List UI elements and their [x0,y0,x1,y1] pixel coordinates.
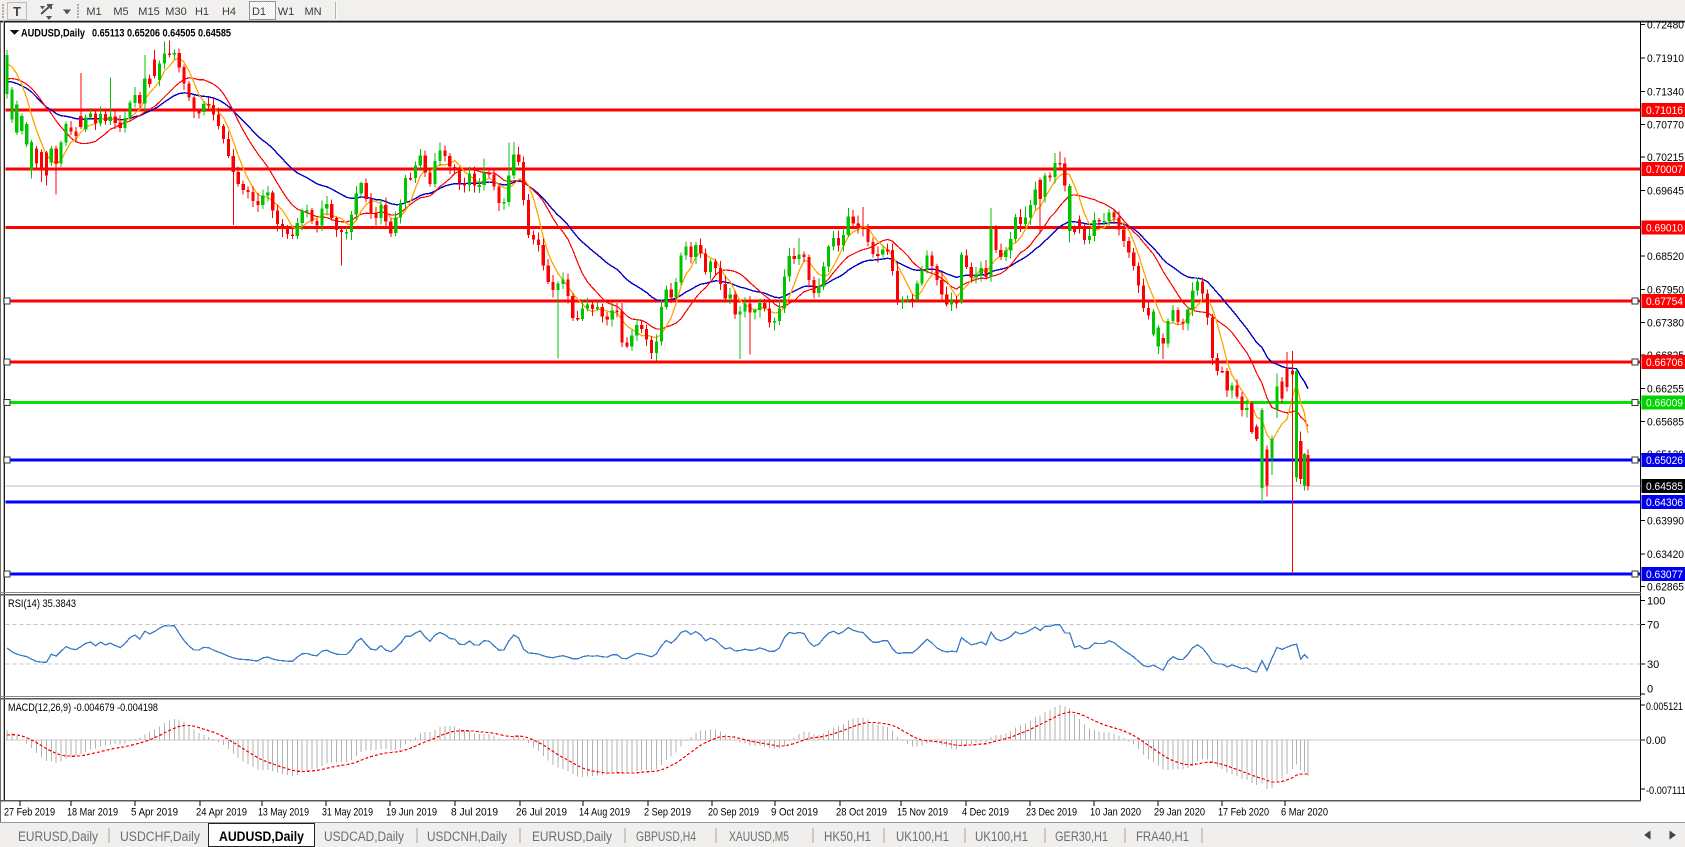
svg-text:2 Sep 2019: 2 Sep 2019 [644,807,691,819]
svg-text:EURUSD,Daily: EURUSD,Daily [532,829,612,844]
svg-text:D1: D1 [252,6,266,18]
svg-text:0.63077: 0.63077 [1646,569,1683,581]
svg-text:70: 70 [1647,619,1659,631]
svg-text:0.71910: 0.71910 [1647,53,1684,65]
svg-text:31 May 2019: 31 May 2019 [322,807,373,819]
svg-text:13 May 2019: 13 May 2019 [258,807,309,819]
svg-text:0.63420: 0.63420 [1647,549,1684,561]
svg-text:AUDUSD,Daily: AUDUSD,Daily [219,829,304,844]
svg-text:28 Oct 2019: 28 Oct 2019 [836,807,887,819]
svg-text:23 Dec 2019: 23 Dec 2019 [1026,807,1077,819]
svg-text:0.63990: 0.63990 [1647,516,1684,528]
svg-text:0.69645: 0.69645 [1647,185,1684,197]
svg-text:6 Mar 2020: 6 Mar 2020 [1281,807,1328,819]
svg-text:9 Oct 2019: 9 Oct 2019 [771,807,818,819]
svg-text:-0.007111: -0.007111 [1646,785,1685,797]
svg-text:XAUUSD,M5: XAUUSD,M5 [729,829,789,844]
svg-text:H1: H1 [195,6,209,18]
svg-text:EURUSD,Daily: EURUSD,Daily [18,829,98,844]
svg-text:17 Feb 2020: 17 Feb 2020 [1218,807,1269,819]
svg-text:HK50,H1: HK50,H1 [824,829,871,844]
svg-text:0.70007: 0.70007 [1646,164,1683,176]
svg-text:M30: M30 [165,6,186,18]
svg-text:29 Jan 2020: 29 Jan 2020 [1154,807,1205,819]
svg-text:M5: M5 [113,6,128,18]
svg-text:15 Nov 2019: 15 Nov 2019 [897,807,948,819]
svg-text:H4: H4 [222,6,236,18]
svg-text:MACD(12,26,9) -0.004679 -0.004: MACD(12,26,9) -0.004679 -0.004198 [8,702,158,714]
svg-text:0.66255: 0.66255 [1647,383,1684,395]
svg-text:0.66706: 0.66706 [1646,357,1683,369]
svg-text:0: 0 [1647,683,1653,695]
svg-text:0.65113 0.65206 0.64505 0.6458: 0.65113 0.65206 0.64505 0.64585 [92,28,231,40]
svg-text:FRA40,H1: FRA40,H1 [1136,829,1189,844]
svg-text:UK100,H1: UK100,H1 [975,829,1028,844]
svg-text:0.65685: 0.65685 [1647,417,1684,429]
svg-text:0.72480: 0.72480 [1647,20,1684,32]
svg-text:0.00: 0.00 [1646,735,1666,747]
svg-text:100: 100 [1647,596,1665,608]
svg-text:0.70770: 0.70770 [1647,120,1684,132]
svg-text:USDCNH,Daily: USDCNH,Daily [427,829,507,844]
svg-text:RSI(14) 35.3843: RSI(14) 35.3843 [8,598,76,610]
svg-text:0.70215: 0.70215 [1647,152,1684,164]
svg-text:10 Jan 2020: 10 Jan 2020 [1090,807,1141,819]
svg-text:0.005121: 0.005121 [1646,701,1683,713]
svg-text:4 Dec 2019: 4 Dec 2019 [962,807,1009,819]
svg-text:18 Mar 2019: 18 Mar 2019 [67,807,118,819]
svg-text:0.65026: 0.65026 [1646,455,1683,467]
svg-text:27 Feb 2019: 27 Feb 2019 [4,807,55,819]
svg-text:0.62865: 0.62865 [1647,581,1684,593]
svg-text:USDCAD,Daily: USDCAD,Daily [324,829,404,844]
svg-text:0.64306: 0.64306 [1646,497,1683,509]
svg-text:UK100,H1: UK100,H1 [896,829,949,844]
svg-text:26 Jul 2019: 26 Jul 2019 [516,807,567,819]
svg-text:0.71016: 0.71016 [1646,105,1683,117]
svg-text:8 Jul 2019: 8 Jul 2019 [451,807,498,819]
svg-text:0.71340: 0.71340 [1647,86,1684,98]
svg-text:W1: W1 [278,6,295,18]
svg-text:0.67754: 0.67754 [1646,296,1683,308]
svg-text:0.64585: 0.64585 [1646,481,1683,493]
svg-text:0.67950: 0.67950 [1647,284,1684,296]
svg-text:20 Sep 2019: 20 Sep 2019 [708,807,759,819]
svg-text:0.67380: 0.67380 [1647,318,1684,330]
svg-text:T: T [13,4,21,19]
svg-text:19 Jun 2019: 19 Jun 2019 [386,807,437,819]
svg-text:30: 30 [1647,659,1659,671]
svg-text:M15: M15 [138,6,159,18]
svg-text:24 Apr 2019: 24 Apr 2019 [196,807,247,819]
svg-text:USDCHF,Daily: USDCHF,Daily [120,829,200,844]
svg-text:AUDUSD,Daily: AUDUSD,Daily [21,28,86,40]
svg-text:GBPUSD,H4: GBPUSD,H4 [636,829,696,844]
svg-text:0.69010: 0.69010 [1646,222,1683,234]
svg-text:M1: M1 [86,6,101,18]
svg-text:GER30,H1: GER30,H1 [1055,829,1108,844]
svg-text:0.68520: 0.68520 [1647,251,1684,263]
svg-text:5 Apr 2019: 5 Apr 2019 [131,807,178,819]
svg-text:14 Aug 2019: 14 Aug 2019 [579,807,630,819]
svg-text:0.66009: 0.66009 [1646,398,1683,410]
svg-text:MN: MN [304,6,321,18]
